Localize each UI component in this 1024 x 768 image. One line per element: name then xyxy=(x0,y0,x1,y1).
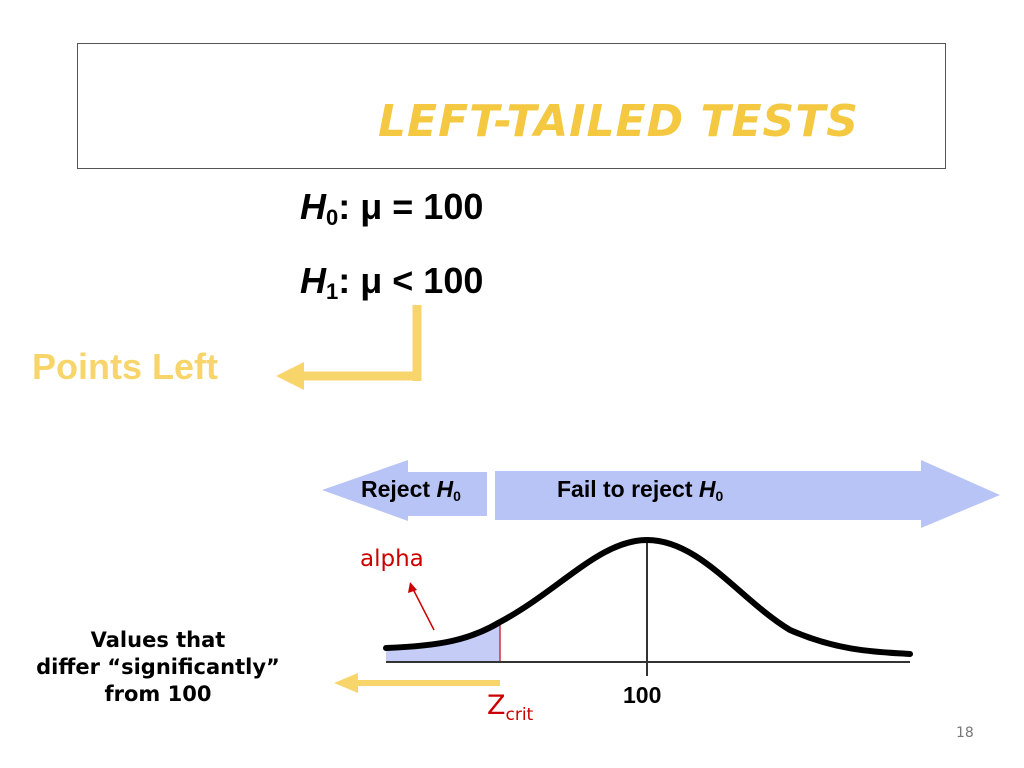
note-line-1: Values that xyxy=(90,628,226,652)
significant-values-note: Values that differ “significantly” from … xyxy=(28,627,288,708)
null-hypothesis-subscript: 0 xyxy=(326,205,339,230)
fail-to-reject-text: Fail to reject xyxy=(557,476,699,502)
alternative-hypothesis: H1: μ < 100 xyxy=(300,260,483,305)
note-line-2: differ “significantly” xyxy=(36,655,280,679)
null-hypothesis-relation: : μ = 100 xyxy=(338,186,484,227)
critical-value-subscript: crit xyxy=(505,705,534,725)
alpha-label: alpha xyxy=(360,546,424,572)
reject-region-label: Reject H0 xyxy=(361,476,461,504)
page-number: 18 xyxy=(956,725,974,741)
alpha-pointer xyxy=(408,582,435,631)
title-box xyxy=(77,43,946,169)
null-hypothesis-symbol: H xyxy=(300,186,326,227)
fail-to-reject-symbol: H xyxy=(698,476,716,502)
note-line-3: from 100 xyxy=(104,682,212,706)
fail-to-reject-region-arrow xyxy=(495,460,1000,528)
fail-to-reject-subscript: 0 xyxy=(715,488,724,504)
reject-region-text: Reject xyxy=(361,476,437,502)
points-left-label: Points Left xyxy=(32,346,218,387)
reject-region-symbol: H xyxy=(436,476,454,502)
critical-value-main: Z xyxy=(487,690,506,721)
alternative-hypothesis-symbol: H xyxy=(300,260,326,301)
normal-curve xyxy=(383,536,913,657)
fail-to-reject-region-label: Fail to reject H0 xyxy=(557,476,723,504)
alternative-hypothesis-relation: : μ < 100 xyxy=(338,260,484,301)
reject-region-subscript: 0 xyxy=(453,488,461,504)
critical-value-label: Zcrit xyxy=(487,690,533,725)
slide-title: LEFT-TAILED TESTS xyxy=(378,96,859,147)
alternative-hypothesis-subscript: 1 xyxy=(326,279,339,304)
null-hypothesis: H0: μ = 100 xyxy=(300,186,483,231)
points-left-arrow xyxy=(276,305,422,390)
reject-region-arrow xyxy=(322,460,487,521)
mean-label: 100 xyxy=(623,682,662,708)
significant-values-arrow xyxy=(334,673,500,693)
